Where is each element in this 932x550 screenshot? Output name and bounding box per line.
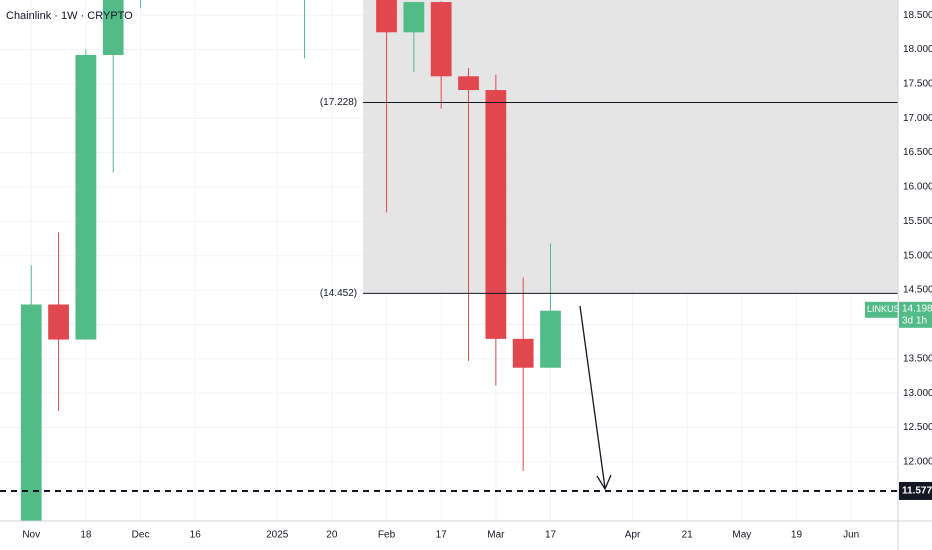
y-tick-label: 12.000 <box>903 457 932 468</box>
x-tick-label: Dec <box>132 530 150 541</box>
price-tag-symbol: LINKUSD <box>867 304 907 314</box>
x-tick-label: Apr <box>625 530 641 541</box>
y-tick-label: 13.000 <box>903 388 932 399</box>
x-tick-label: Feb <box>378 530 396 541</box>
x-tick-label: 2025 <box>266 530 289 541</box>
zone-layer <box>363 0 898 294</box>
candle-body <box>430 2 452 77</box>
chart-title: Chainlink · 1W · CRYPTO <box>6 10 133 22</box>
y-tick-label: 14.500 <box>903 285 932 296</box>
candle-body <box>540 310 561 368</box>
x-tick-label: Mar <box>487 530 505 541</box>
candles <box>20 0 561 521</box>
x-tick-label: 17 <box>436 530 448 541</box>
x-tick-label: Jun <box>843 530 859 541</box>
x-tick-label: 18 <box>80 530 92 541</box>
level-label: (17.228) <box>320 97 357 108</box>
candle-body <box>376 0 397 33</box>
candle-body <box>102 0 124 55</box>
x-tick-label: Nov <box>22 530 40 541</box>
y-tick-label: 15.000 <box>903 250 932 261</box>
candle-body <box>403 2 425 33</box>
zone <box>363 0 898 294</box>
x-tick-label: 20 <box>326 530 338 541</box>
overlay: 12.00012.50013.00013.50014.00014.50015.0… <box>0 10 932 541</box>
y-tick-label: 18.500 <box>903 10 932 21</box>
y-tick-label: 13.500 <box>903 353 932 364</box>
x-tick-label: 17 <box>545 530 557 541</box>
y-tick-label: 16.000 <box>903 182 932 193</box>
candle-body <box>75 54 97 340</box>
forecast-arrow <box>579 305 612 491</box>
candle-body <box>458 76 479 91</box>
y-tick-label: 12.500 <box>903 422 932 433</box>
price-tag <box>899 301 932 328</box>
x-tick-label: 21 <box>682 530 694 541</box>
price-tag-countdown: 3d 1h <box>902 315 927 326</box>
x-tick-label: 16 <box>190 530 202 541</box>
candle-body <box>512 338 534 368</box>
x-tick-label: May <box>732 530 751 541</box>
target-label: 11.577 <box>902 486 932 497</box>
price-tag-symbol-box <box>865 301 898 318</box>
y-tick-label: 15.500 <box>903 216 932 227</box>
price-tag-value: 14.198 <box>902 303 932 314</box>
y-tick-label: 16.500 <box>903 147 932 158</box>
target-tag <box>899 481 932 500</box>
candle-body <box>48 304 69 340</box>
candle-body <box>485 90 507 339</box>
y-tick-label: 18.000 <box>903 44 932 55</box>
y-tick-label: 17.500 <box>903 78 932 89</box>
candle-body <box>20 304 42 521</box>
y-tick-label: 17.000 <box>903 113 932 124</box>
x-tick-label: 19 <box>791 530 803 541</box>
level-label: (14.452) <box>320 288 357 299</box>
